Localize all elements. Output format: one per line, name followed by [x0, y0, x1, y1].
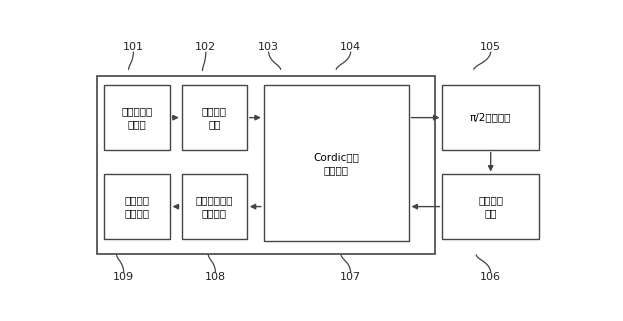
Bar	[97, 76, 435, 254]
Bar	[442, 175, 539, 239]
Text: 105: 105	[480, 42, 501, 52]
Text: 三角函数运算
结果转换: 三角函数运算 结果转换	[196, 195, 233, 218]
Text: 指数运算及
预处理: 指数运算及 预处理	[121, 106, 153, 129]
Text: 108: 108	[205, 272, 226, 282]
Bar	[105, 85, 169, 150]
Text: 规范化及
舍入处理: 规范化及 舍入处理	[125, 195, 150, 218]
Text: 106: 106	[480, 272, 501, 282]
Text: 102: 102	[195, 42, 216, 52]
Text: 109: 109	[113, 272, 135, 282]
Text: 角度转换
单元: 角度转换 单元	[478, 195, 503, 218]
Text: 107: 107	[340, 272, 361, 282]
Bar	[105, 175, 169, 239]
Text: π/2移位运算: π/2移位运算	[470, 113, 511, 123]
Text: 移位匹配
处理: 移位匹配 处理	[202, 106, 227, 129]
Bar	[264, 85, 409, 241]
Text: Cordic迭代
运算单元: Cordic迭代 运算单元	[313, 152, 359, 175]
Text: 103: 103	[258, 42, 279, 52]
Text: 104: 104	[340, 42, 361, 52]
Bar	[182, 175, 247, 239]
Text: 101: 101	[123, 42, 144, 52]
Bar	[442, 85, 539, 150]
Bar	[182, 85, 247, 150]
